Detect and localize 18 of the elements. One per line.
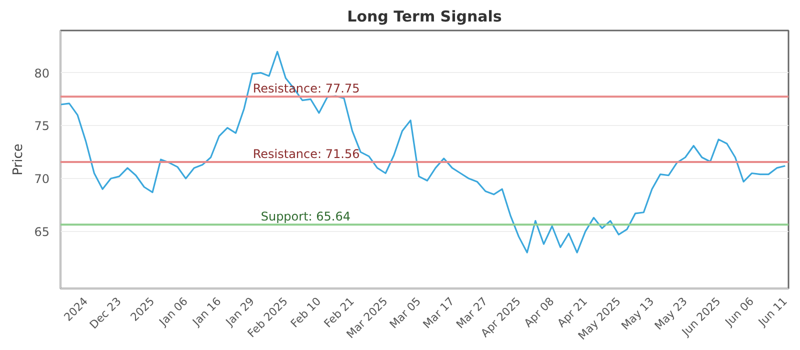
x-tick-label: Dec 23 — [87, 294, 124, 332]
y-axis-title: Price — [11, 144, 26, 176]
x-tick-label: Mar 17 — [420, 294, 457, 332]
y-tick-label: 65 — [34, 224, 50, 239]
ref-line-label: Support: 65.64 — [260, 210, 350, 224]
y-tick-label: 75 — [34, 119, 50, 134]
y-tick-label: 80 — [34, 66, 50, 80]
x-tick-label: Feb 10 — [288, 294, 324, 330]
x-tick-label: Jun 06 — [722, 294, 756, 330]
x-tick-label: Mar 05 — [387, 294, 424, 332]
x-tick-label: Jun 11 — [755, 294, 790, 330]
x-tick-label: Jan 06 — [156, 294, 190, 330]
ref-line-label: Resistance: 71.56 — [252, 147, 360, 162]
y-tick-label: 70 — [34, 172, 50, 186]
chart-title: Long Term Signals — [347, 8, 502, 26]
x-tick-label: Apr 08 — [522, 294, 557, 330]
x-tick-label: Jan 16 — [189, 294, 224, 330]
line-series — [60, 50, 786, 254]
